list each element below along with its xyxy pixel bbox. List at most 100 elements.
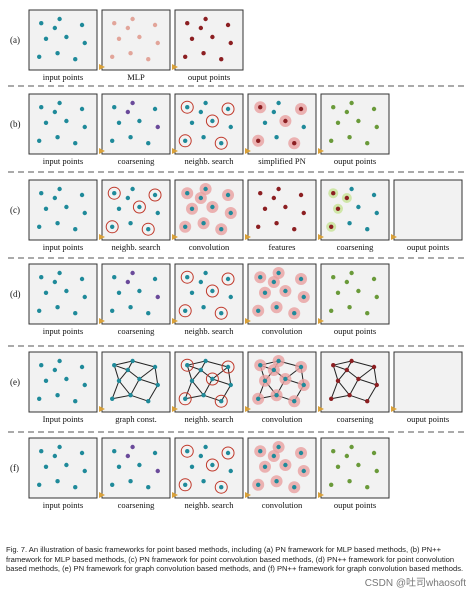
point (203, 270, 208, 276)
neighborhood-ring (148, 188, 162, 202)
graph-edge (373, 366, 378, 386)
point (185, 363, 190, 368)
point (189, 464, 195, 469)
panel-label: ouput points (407, 414, 449, 424)
point (356, 288, 361, 294)
row-letter: (f) (10, 463, 19, 473)
point (298, 364, 304, 370)
panel-frame (174, 263, 244, 325)
neighborhood-ring (214, 394, 228, 408)
point (349, 270, 354, 276)
panel-label: MLP (127, 72, 145, 82)
point (301, 124, 306, 130)
graph-edge (114, 364, 129, 371)
point (79, 276, 85, 282)
neighborhood-ring (214, 306, 228, 320)
point (344, 453, 350, 459)
arrow-icon (245, 492, 251, 498)
panel-frame (101, 9, 171, 71)
panel-frame (28, 93, 98, 155)
point (210, 376, 215, 382)
point (198, 367, 204, 373)
point (128, 51, 133, 56)
point (219, 141, 224, 146)
point (329, 482, 334, 487)
panel-label: neighb. search (184, 156, 234, 166)
arrow-icon (172, 318, 178, 324)
point (52, 25, 58, 31)
point (64, 288, 69, 294)
point (335, 120, 341, 126)
graph-edge (227, 366, 232, 386)
point (183, 138, 188, 143)
point (130, 358, 135, 364)
neighborhood-ring (221, 360, 235, 374)
point (130, 186, 135, 192)
point (39, 191, 44, 196)
point (335, 206, 341, 211)
graph-edge (351, 360, 375, 368)
arrow-icon (245, 406, 251, 412)
point (155, 294, 160, 300)
panel-label: coarsening (337, 414, 375, 424)
point (79, 192, 85, 198)
point (283, 376, 288, 382)
arrow-icon (391, 406, 397, 412)
point (146, 485, 151, 490)
point (55, 51, 60, 56)
point (130, 16, 135, 22)
point (219, 311, 224, 316)
point (276, 444, 281, 450)
neighborhood-ring (221, 446, 235, 460)
point (73, 57, 78, 62)
point (349, 444, 354, 450)
panel-label: input points (43, 242, 83, 252)
arrow-icon (391, 234, 397, 240)
arrow-icon (99, 406, 105, 412)
point (331, 191, 336, 196)
arrow-icon (99, 492, 105, 498)
point (210, 462, 215, 468)
neighborhood-ring (180, 100, 194, 114)
point (128, 393, 133, 398)
point (256, 482, 261, 487)
neighborhood-ring (205, 458, 219, 472)
point (185, 275, 190, 280)
point (64, 376, 69, 382)
point (137, 34, 142, 40)
graph-edge (366, 384, 378, 402)
point (276, 270, 281, 276)
point (82, 210, 87, 216)
point (331, 275, 336, 280)
point (189, 378, 195, 383)
point (55, 221, 60, 226)
point (271, 453, 277, 459)
neighborhood-ring (107, 186, 121, 200)
graph-edge (130, 394, 149, 402)
arrow-icon (99, 148, 105, 154)
point (43, 120, 49, 126)
point (329, 396, 334, 401)
point (301, 294, 306, 300)
watermark: CSDN @吐司whaosoft (364, 578, 466, 589)
graph-edge (185, 394, 204, 400)
graph-edge (113, 365, 120, 381)
point (82, 124, 87, 130)
panel-label: graph const. (115, 414, 157, 424)
point (37, 482, 42, 487)
point (347, 135, 352, 140)
graph-edge (184, 380, 193, 399)
panel-label: ouput points (334, 156, 376, 166)
point (37, 308, 42, 313)
point (276, 100, 281, 106)
panel-label: convolution (262, 414, 303, 424)
point (365, 227, 370, 232)
point (347, 305, 352, 310)
graph-edge (332, 365, 339, 381)
point (219, 57, 224, 62)
point (125, 279, 131, 285)
point (110, 54, 115, 59)
point (116, 290, 122, 295)
panel-frame (101, 351, 171, 413)
graph-edge (331, 394, 350, 400)
